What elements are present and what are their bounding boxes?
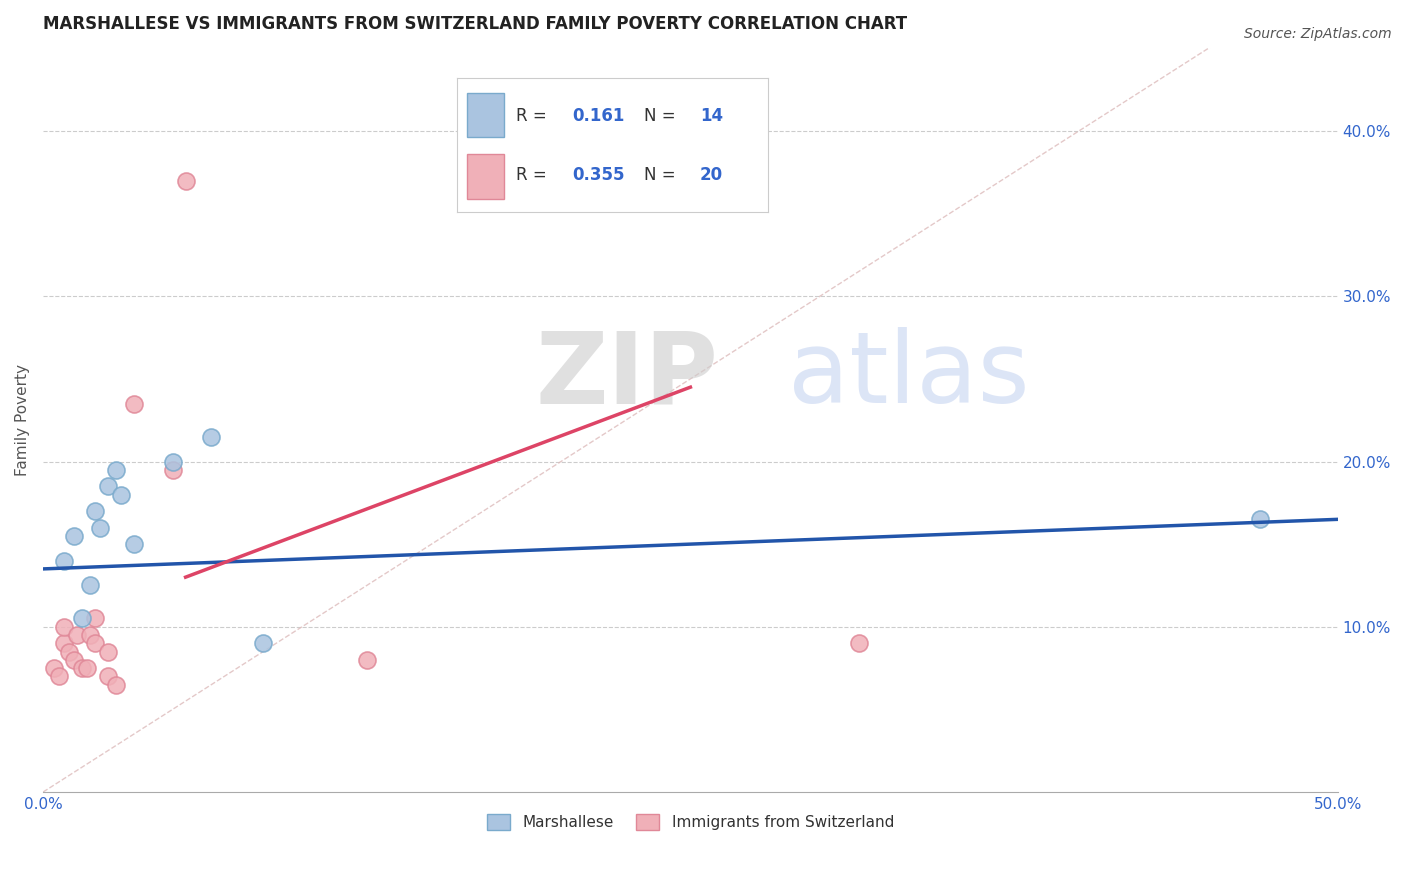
Point [52,636,75,650]
Y-axis label: Family Poverty: Family Poverty [15,364,30,476]
Point [58,644,80,658]
Point [110,487,132,501]
Point [162,454,184,468]
Point [97,669,120,683]
Point [200,430,222,444]
Point [122,537,145,551]
Point [48,669,70,683]
Legend: Marshallese, Immigrants from Switzerland: Marshallese, Immigrants from Switzerland [481,808,900,837]
Point [89,520,111,534]
Text: MARSHALLESE VS IMMIGRANTS FROM SWITZERLAND FAMILY POVERTY CORRELATION CHART: MARSHALLESE VS IMMIGRANTS FROM SWITZERLA… [44,15,907,33]
Point [66,628,89,642]
Point [52,554,75,568]
Point [70,661,93,675]
Point [104,463,127,477]
Point [79,628,101,642]
Point [848,636,870,650]
Point [63,529,86,543]
Point [84,504,107,518]
Point [97,479,120,493]
Point [84,636,107,650]
Point [63,653,86,667]
Text: Source: ZipAtlas.com: Source: ZipAtlas.com [1244,27,1392,41]
Point [104,677,127,691]
Point [52,620,75,634]
Point [70,611,93,625]
Text: atlas: atlas [787,327,1029,424]
Point [162,463,184,477]
Point [1249,512,1271,526]
Point [79,578,101,592]
Text: ZIP: ZIP [536,327,718,424]
Point [84,611,107,625]
Point [356,653,378,667]
Point [252,636,274,650]
Point [42,661,65,675]
Point [97,644,120,658]
Point [174,173,197,187]
Point [122,397,145,411]
Point [76,661,98,675]
